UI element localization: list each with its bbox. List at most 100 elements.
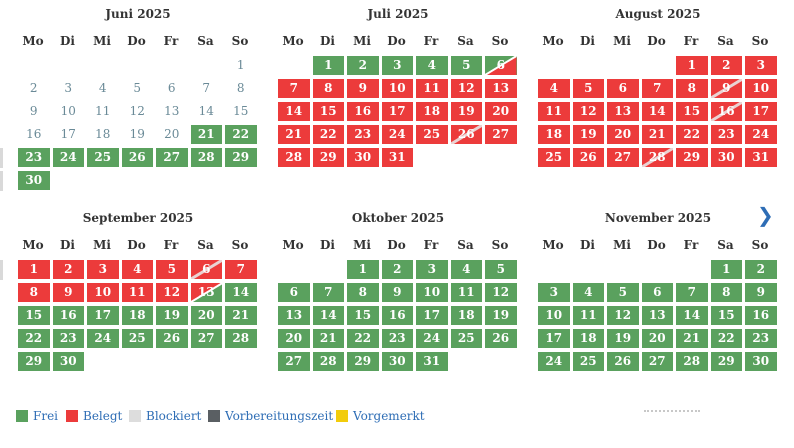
calendar-day[interactable]: 28 bbox=[676, 352, 708, 371]
calendar-day[interactable]: 12 bbox=[607, 306, 639, 325]
calendar-day[interactable]: 30 bbox=[381, 352, 413, 371]
calendar-day[interactable]: 9 bbox=[745, 283, 777, 302]
calendar-day[interactable]: 23 bbox=[710, 125, 742, 144]
calendar-day[interactable]: 21 bbox=[641, 125, 673, 144]
calendar-day[interactable]: 29 bbox=[18, 352, 50, 371]
calendar-day[interactable]: 29 bbox=[225, 148, 257, 167]
calendar-day[interactable]: 23 bbox=[381, 329, 413, 348]
calendar-day[interactable]: 19 bbox=[572, 125, 604, 144]
calendar-day[interactable]: 8 bbox=[710, 283, 742, 302]
calendar-day[interactable]: 22 bbox=[347, 329, 379, 348]
calendar-day[interactable]: 21 bbox=[312, 329, 344, 348]
calendar-day[interactable]: 10 bbox=[745, 79, 777, 98]
calendar-day[interactable]: 22 bbox=[225, 125, 257, 144]
calendar-day[interactable]: 25 bbox=[416, 125, 448, 144]
calendar-day[interactable]: 30 bbox=[710, 148, 742, 167]
calendar-day[interactable]: 23 bbox=[18, 148, 50, 167]
calendar-day[interactable]: 3 bbox=[416, 260, 448, 279]
calendar-day[interactable]: 20 bbox=[278, 329, 310, 348]
calendar-day[interactable]: 26 bbox=[485, 329, 517, 348]
calendar-day[interactable]: 29 bbox=[347, 352, 379, 371]
calendar-day[interactable]: 14 bbox=[312, 306, 344, 325]
calendar-day[interactable]: 28 bbox=[225, 329, 257, 348]
calendar-day[interactable]: 29 bbox=[676, 148, 708, 167]
calendar-day[interactable]: 24 bbox=[52, 148, 84, 167]
calendar-day[interactable]: 30 bbox=[745, 352, 777, 371]
calendar-day[interactable]: 11 bbox=[538, 102, 570, 121]
calendar-day[interactable]: 28 bbox=[641, 148, 673, 167]
calendar-day[interactable]: 15 bbox=[710, 306, 742, 325]
calendar-day[interactable]: 9 bbox=[347, 79, 379, 98]
calendar-day[interactable]: 19 bbox=[485, 306, 517, 325]
calendar-day[interactable]: 7 bbox=[676, 283, 708, 302]
calendar-day[interactable]: 24 bbox=[538, 352, 570, 371]
calendar-day[interactable]: 24 bbox=[416, 329, 448, 348]
calendar-day[interactable]: 1 bbox=[312, 56, 344, 75]
calendar-day[interactable]: 20 bbox=[190, 306, 222, 325]
calendar-day[interactable]: 23 bbox=[745, 329, 777, 348]
calendar-day[interactable]: 28 bbox=[190, 148, 222, 167]
calendar-day[interactable]: 13 bbox=[607, 102, 639, 121]
calendar-day[interactable]: 6 bbox=[641, 283, 673, 302]
calendar-day[interactable]: 10 bbox=[416, 283, 448, 302]
calendar-day[interactable]: 26 bbox=[572, 148, 604, 167]
calendar-day[interactable]: 6 bbox=[607, 79, 639, 98]
calendar-day[interactable]: 25 bbox=[121, 329, 153, 348]
calendar-day[interactable]: 22 bbox=[18, 329, 50, 348]
calendar-day[interactable]: 6 bbox=[278, 283, 310, 302]
calendar-day[interactable]: 13 bbox=[485, 79, 517, 98]
calendar-day[interactable]: 12 bbox=[572, 102, 604, 121]
calendar-day[interactable]: 26 bbox=[156, 329, 188, 348]
calendar-day[interactable]: 18 bbox=[121, 306, 153, 325]
calendar-day[interactable]: 7 bbox=[641, 79, 673, 98]
calendar-day[interactable]: 9 bbox=[381, 283, 413, 302]
calendar-day[interactable]: 2 bbox=[381, 260, 413, 279]
calendar-day[interactable]: 17 bbox=[538, 329, 570, 348]
calendar-day[interactable]: 31 bbox=[745, 148, 777, 167]
calendar-day[interactable]: 3 bbox=[745, 56, 777, 75]
calendar-day[interactable]: 13 bbox=[190, 283, 222, 302]
calendar-day[interactable]: 17 bbox=[381, 102, 413, 121]
calendar-day[interactable]: 15 bbox=[312, 102, 344, 121]
calendar-day[interactable]: 28 bbox=[278, 148, 310, 167]
calendar-day[interactable]: 22 bbox=[710, 329, 742, 348]
calendar-day[interactable]: 1 bbox=[676, 56, 708, 75]
calendar-day[interactable]: 27 bbox=[156, 148, 188, 167]
calendar-day[interactable]: 16 bbox=[347, 102, 379, 121]
calendar-day[interactable]: 2 bbox=[52, 260, 84, 279]
calendar-day[interactable]: 8 bbox=[312, 79, 344, 98]
calendar-day[interactable]: 4 bbox=[121, 260, 153, 279]
calendar-day[interactable]: 10 bbox=[87, 283, 119, 302]
calendar-day[interactable]: 20 bbox=[485, 102, 517, 121]
calendar-day[interactable]: 22 bbox=[312, 125, 344, 144]
calendar-day[interactable]: 10 bbox=[381, 79, 413, 98]
calendar-day[interactable]: 27 bbox=[607, 148, 639, 167]
calendar-day[interactable]: 29 bbox=[312, 148, 344, 167]
calendar-day[interactable]: 10 bbox=[538, 306, 570, 325]
calendar-day[interactable]: 12 bbox=[450, 79, 482, 98]
calendar-day[interactable]: 14 bbox=[676, 306, 708, 325]
calendar-day[interactable]: 17 bbox=[416, 306, 448, 325]
next-month-arrow-icon[interactable]: ❯ bbox=[757, 203, 774, 227]
calendar-day[interactable]: 17 bbox=[745, 102, 777, 121]
calendar-day[interactable]: 4 bbox=[450, 260, 482, 279]
calendar-day[interactable]: 14 bbox=[278, 102, 310, 121]
calendar-day[interactable]: 21 bbox=[676, 329, 708, 348]
calendar-day[interactable]: 24 bbox=[745, 125, 777, 144]
calendar-day[interactable]: 25 bbox=[538, 148, 570, 167]
calendar-day[interactable]: 14 bbox=[641, 102, 673, 121]
calendar-day[interactable]: 23 bbox=[52, 329, 84, 348]
calendar-day[interactable]: 4 bbox=[538, 79, 570, 98]
calendar-day[interactable]: 21 bbox=[278, 125, 310, 144]
calendar-day[interactable]: 9 bbox=[52, 283, 84, 302]
calendar-day[interactable]: 1 bbox=[18, 260, 50, 279]
calendar-day[interactable]: 21 bbox=[225, 306, 257, 325]
calendar-day[interactable]: 25 bbox=[450, 329, 482, 348]
calendar-day[interactable]: 16 bbox=[710, 102, 742, 121]
calendar-day[interactable]: 15 bbox=[676, 102, 708, 121]
calendar-day[interactable]: 2 bbox=[710, 56, 742, 75]
calendar-day[interactable]: 5 bbox=[572, 79, 604, 98]
calendar-day[interactable]: 5 bbox=[156, 260, 188, 279]
calendar-day[interactable]: 11 bbox=[121, 283, 153, 302]
calendar-day[interactable]: 26 bbox=[607, 352, 639, 371]
